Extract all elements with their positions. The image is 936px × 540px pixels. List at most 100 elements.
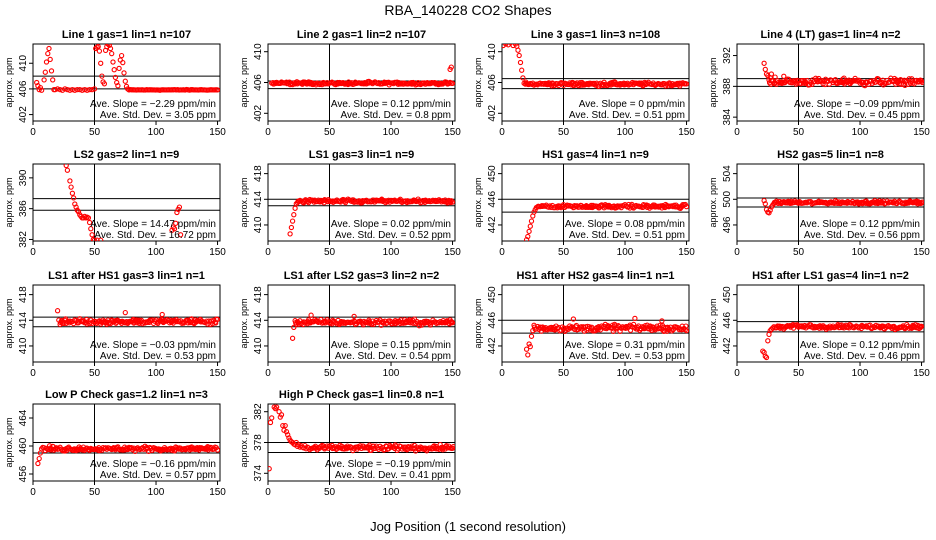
data-point	[570, 316, 577, 322]
data-point	[214, 447, 220, 453]
panel-title: Line 1 gas=1 lin=1 n=107	[62, 29, 191, 41]
data-points	[35, 443, 220, 467]
data-point	[50, 77, 56, 83]
data-point	[118, 52, 125, 59]
data-point	[781, 73, 787, 79]
panel-13: Low P Check gas=1.2 lin=1 n=3 0 50 100 150 45…	[4, 389, 226, 498]
data-point	[52, 86, 58, 93]
y-tick-label: 410	[487, 43, 498, 60]
data-point	[901, 77, 907, 83]
data-point	[41, 77, 47, 83]
stddev-annotation: Ave. Std. Dev. = 0.51 ppm	[569, 110, 685, 121]
x-tick-label: 100	[148, 487, 165, 498]
y-tick-label: 402	[487, 105, 498, 122]
x-tick-label: 0	[734, 247, 740, 258]
plot-frame	[501, 163, 690, 242]
y-tick-label: 414	[18, 312, 29, 329]
data-point	[790, 325, 797, 331]
data-point	[34, 79, 40, 86]
data-point	[88, 226, 94, 232]
data-point	[682, 326, 688, 333]
data-points	[54, 308, 220, 328]
data-point	[70, 195, 77, 201]
data-point	[86, 219, 93, 226]
panel-1: Line 1 gas=1 lin=1 n=107 0 50 100 150 402 406 4…	[4, 29, 226, 138]
y-tick-label: 418	[253, 165, 264, 182]
y-axis-label: approx. ppm	[708, 298, 718, 348]
slope-annotation: Ave. Slope = 0.08 ppm/min	[565, 219, 685, 230]
data-point	[203, 318, 210, 324]
data-points	[761, 197, 924, 216]
data-point	[107, 45, 114, 52]
x-tick-label: 100	[852, 127, 869, 138]
data-point	[111, 67, 117, 73]
y-axis-label: approx. ppm	[473, 57, 483, 107]
data-point	[523, 346, 530, 352]
x-tick-label: 50	[324, 247, 336, 258]
x-tick-label: 50	[89, 247, 101, 258]
data-point	[176, 204, 183, 210]
y-axis-label: approx. ppm	[4, 177, 14, 227]
x-tick-label: 50	[89, 487, 101, 498]
x-tick-label: 0	[30, 247, 36, 258]
data-points	[34, 44, 220, 93]
data-point	[292, 205, 298, 211]
x-tick-label: 100	[852, 368, 869, 379]
data-point	[535, 323, 541, 330]
x-tick-label: 100	[148, 247, 165, 258]
x-tick-label: 150	[444, 127, 461, 138]
stddev-annotation: Ave. Std. Dev. = 0.56 ppm	[804, 230, 920, 241]
data-point	[86, 86, 93, 93]
panel-title: HS1 gas=4 lin=1 n=9	[542, 149, 649, 161]
x-tick-label: 100	[383, 247, 400, 258]
y-axis-label: approx. ppm	[4, 57, 14, 107]
x-tick-label: 50	[324, 487, 336, 498]
x-tick-label: 0	[30, 368, 36, 379]
data-point	[96, 48, 103, 54]
data-point	[765, 338, 771, 344]
data-point	[449, 80, 455, 87]
data-point	[919, 79, 924, 86]
y-tick-label: 384	[722, 108, 733, 125]
x-tick-label: 0	[499, 127, 505, 138]
y-tick-label: 418	[253, 286, 264, 303]
data-point	[159, 311, 165, 318]
data-point	[905, 81, 911, 88]
x-tick-label: 100	[852, 247, 869, 258]
y-axis-label: approx. ppm	[239, 298, 249, 348]
y-tick-label: 442	[722, 337, 733, 354]
x-tick-label: 50	[558, 368, 570, 379]
y-axis-label: approx. ppm	[473, 298, 483, 348]
data-point	[760, 348, 766, 354]
data-point	[64, 167, 71, 173]
x-tick-label: 0	[265, 487, 271, 498]
data-point	[117, 57, 123, 63]
data-point	[804, 77, 810, 84]
slope-annotation: Ave. Slope = 0.02 ppm/min	[331, 219, 451, 230]
data-point	[132, 448, 138, 455]
stddev-annotation: Ave. Std. Dev. = 0.45 ppm	[804, 110, 920, 121]
y-tick-label: 410	[253, 337, 264, 354]
x-tick-label: 150	[209, 127, 226, 138]
data-point	[761, 60, 767, 66]
slope-annotation: Ave. Slope = −0.16 ppm/min	[90, 459, 216, 470]
data-point	[772, 74, 778, 80]
panel-10: LS1 after LS2 gas=3 lin=2 n=2 0 50 100 150 41…	[239, 270, 461, 379]
slope-annotation: Ave. Slope = 0.12 ppm/min	[800, 219, 920, 230]
data-points	[63, 164, 184, 241]
data-point	[105, 44, 111, 47]
data-point	[268, 419, 274, 426]
data-points	[760, 321, 924, 361]
x-tick-label: 100	[383, 368, 400, 379]
x-tick-label: 0	[734, 127, 740, 138]
x-tick-label: 50	[324, 368, 336, 379]
x-tick-label: 150	[444, 368, 461, 379]
data-point	[43, 59, 50, 65]
stddev-annotation: Ave. Std. Dev. = 0.46 ppm	[804, 351, 920, 362]
data-point	[84, 87, 90, 93]
data-point	[214, 87, 220, 93]
data-point	[67, 178, 73, 184]
data-point	[287, 231, 293, 237]
plot-frame	[32, 163, 221, 242]
panel-title: LS1 gas=3 lin=1 n=9	[309, 149, 414, 161]
